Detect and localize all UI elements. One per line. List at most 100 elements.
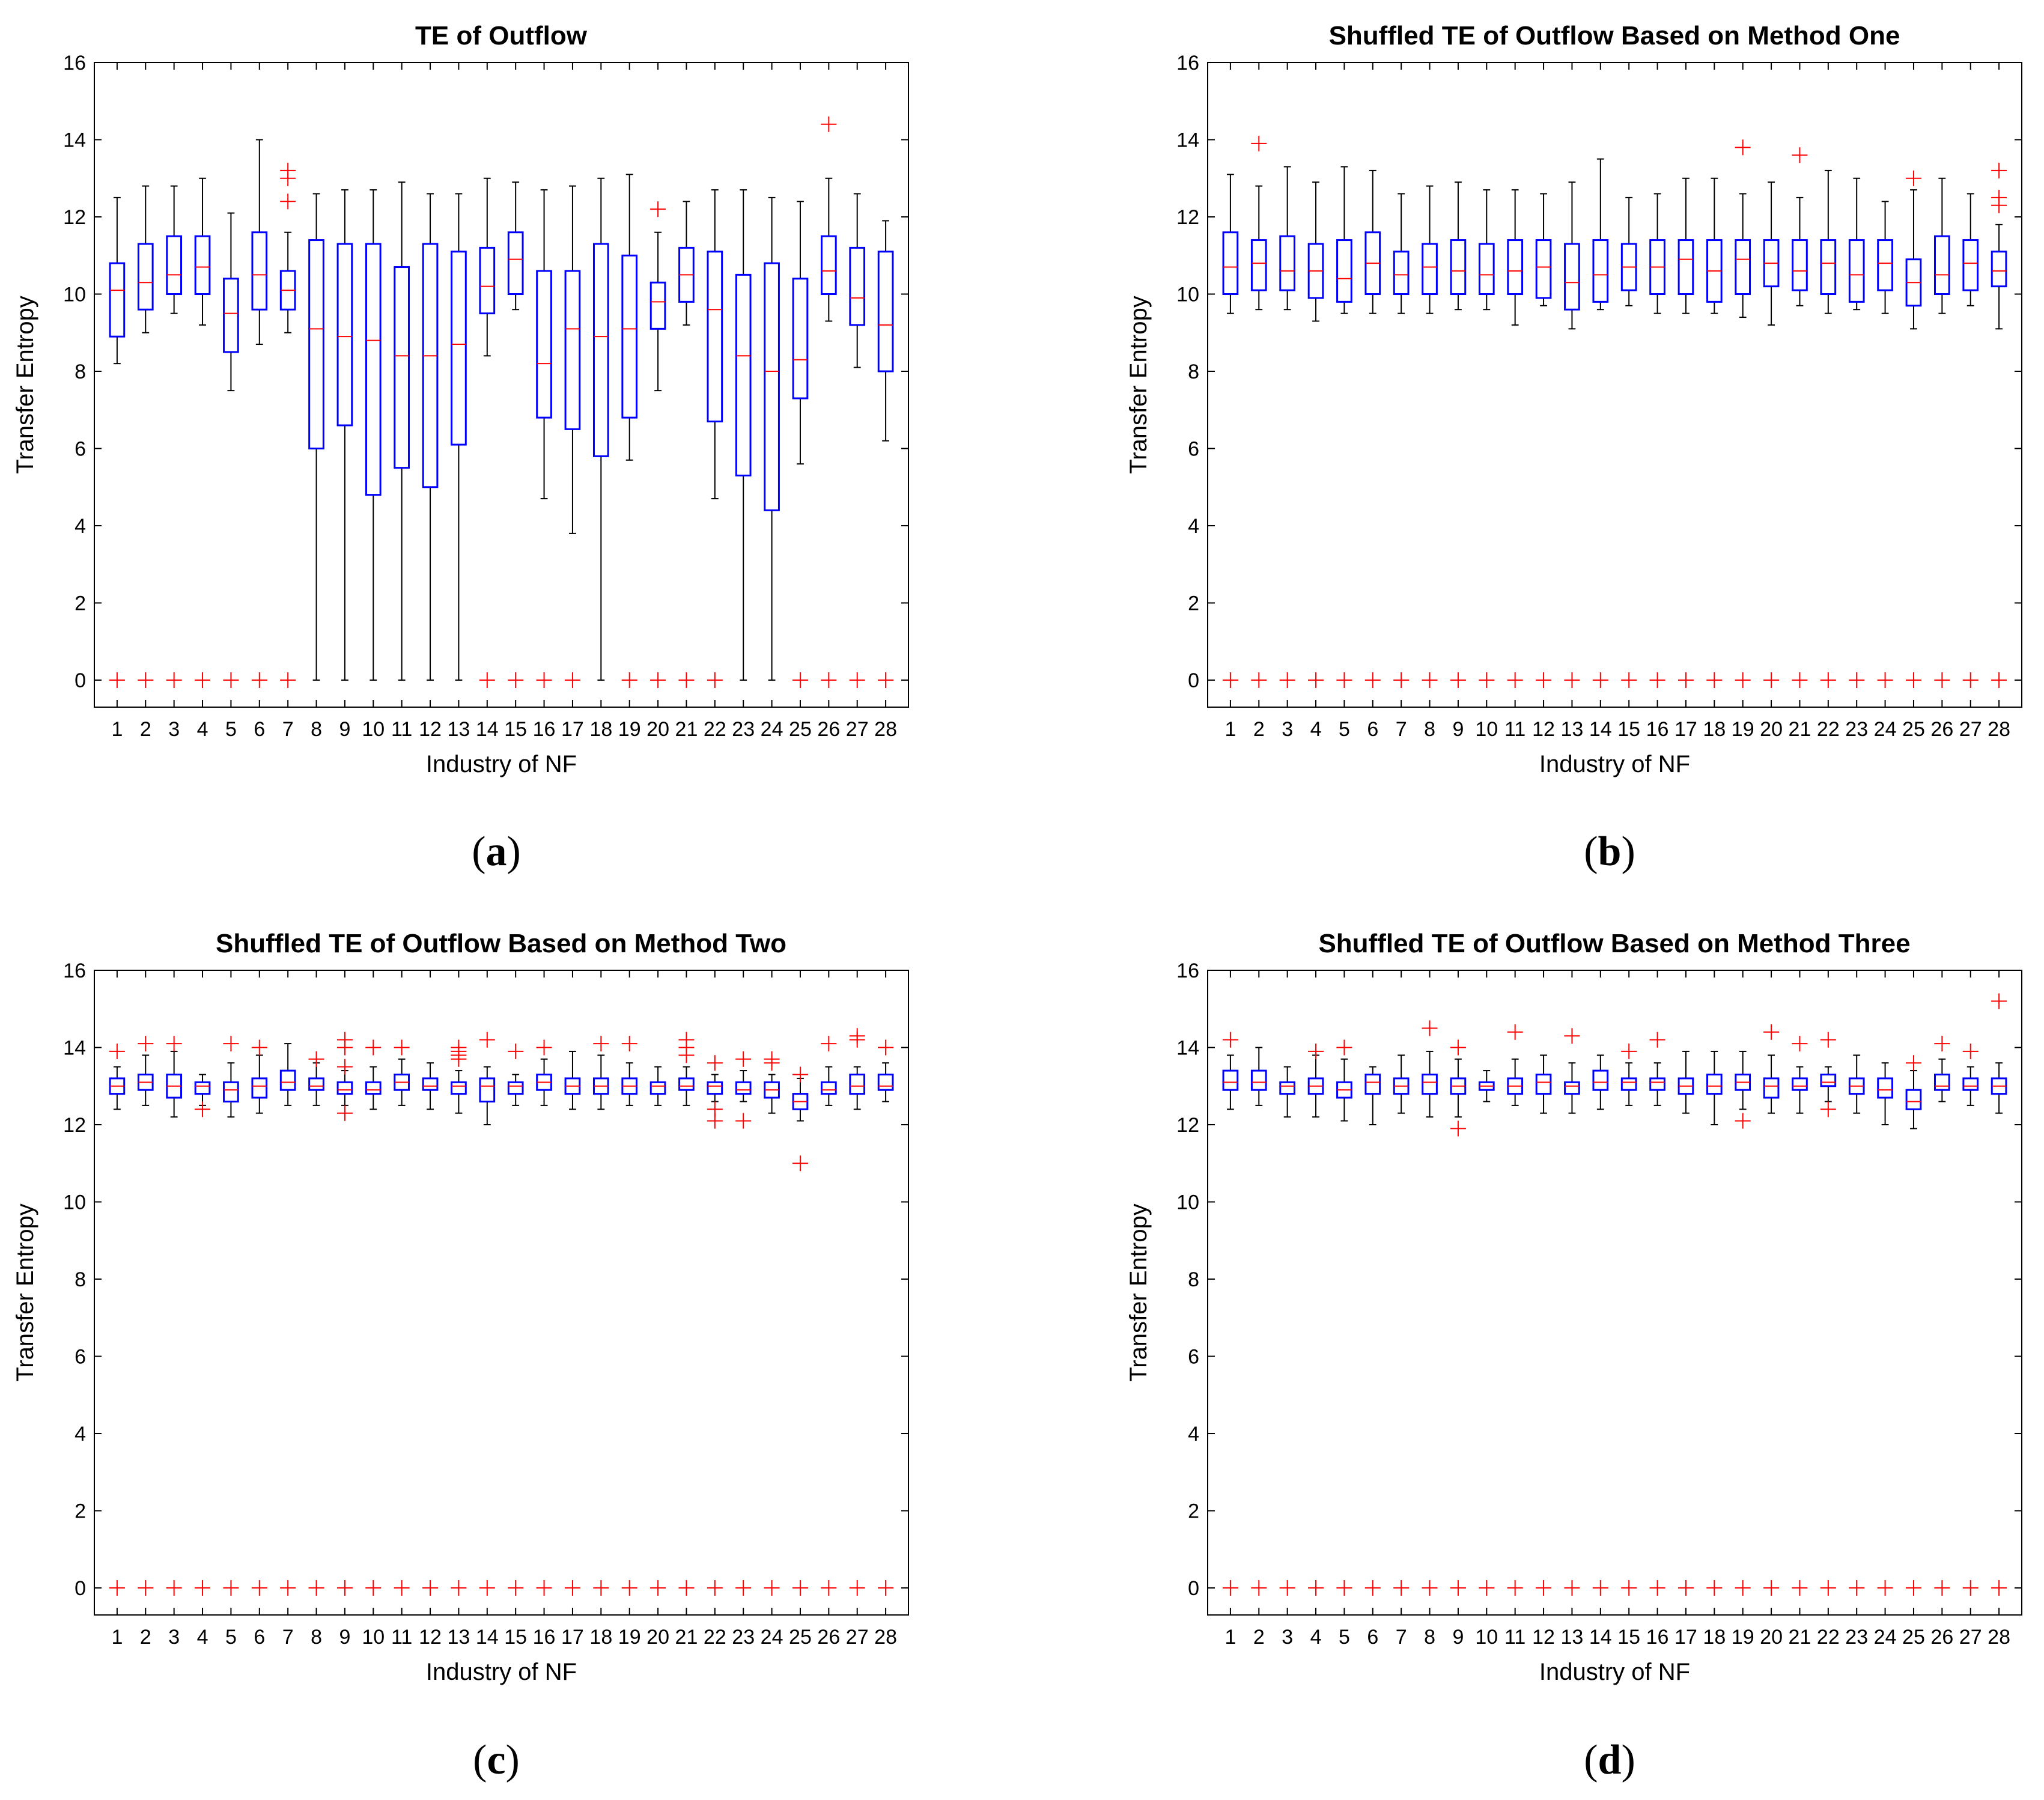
outlier-marker — [308, 1580, 324, 1596]
box-category-22 — [1820, 169, 1837, 689]
box-iqr — [1564, 243, 1580, 311]
x-tick-label: 27 — [1959, 718, 1982, 741]
outlier-marker — [195, 1580, 211, 1596]
x-tick-label: 24 — [1874, 718, 1897, 741]
box-category-26 — [820, 116, 837, 689]
box-category-12 — [422, 1062, 439, 1596]
outlier-marker — [1479, 672, 1495, 689]
outlier-marker — [1677, 672, 1694, 689]
y-tick-label: 14 — [63, 1037, 86, 1060]
box-iqr — [1592, 1069, 1609, 1091]
box-iqr — [1279, 235, 1296, 291]
y-tick-label: 6 — [1188, 1346, 1199, 1369]
outlier-marker — [195, 672, 211, 689]
box-iqr — [877, 251, 894, 372]
box-category-25 — [792, 1066, 809, 1596]
box-category-18 — [592, 177, 609, 681]
outlier-marker — [792, 1580, 808, 1596]
x-tick-label: 22 — [704, 718, 726, 741]
outlier-marker — [251, 672, 267, 689]
outlier-marker — [650, 1580, 666, 1596]
outlier-marker — [508, 1580, 524, 1596]
outlier-marker — [1763, 1024, 1780, 1040]
x-tick-label: 25 — [1902, 718, 1925, 741]
x-tick-label: 26 — [1930, 1626, 1953, 1649]
outlier-marker — [1763, 1580, 1780, 1596]
x-tick-label: 21 — [675, 718, 698, 741]
x-tick-label: 8 — [1424, 718, 1435, 741]
plot-area — [1207, 62, 2022, 708]
box-iqr — [707, 1081, 723, 1095]
outlier-marker — [109, 672, 125, 689]
outlier-marker — [707, 1055, 723, 1071]
x-tick-label: 20 — [1760, 1626, 1783, 1649]
outlier-marker — [564, 1580, 580, 1596]
box-category-26 — [820, 1036, 837, 1596]
chart-panel-c: Shuffled TE of Outflow Based on Method T… — [12, 929, 909, 1783]
box-category-1 — [1222, 1032, 1239, 1596]
outlier-marker — [1336, 1580, 1352, 1596]
box-iqr — [1933, 235, 1950, 296]
box-category-11 — [394, 1039, 410, 1596]
box-iqr — [1564, 1081, 1580, 1095]
x-axis-label: Industry of NF — [426, 751, 577, 777]
outlier-marker — [735, 1580, 752, 1596]
x-tick-label: 11 — [1504, 1626, 1525, 1649]
outlier-marker — [280, 1580, 296, 1596]
box-category-4 — [194, 1074, 211, 1596]
box-category-22 — [1820, 1032, 1837, 1596]
y-axis-label: Transfer Entropy — [1125, 296, 1152, 473]
outlier-marker — [1905, 170, 1921, 186]
box-category-13 — [1564, 1028, 1580, 1596]
x-tick-label: 3 — [168, 718, 180, 741]
outlier-marker — [1364, 672, 1381, 689]
outlier-marker — [1763, 672, 1780, 689]
box-category-3 — [1279, 166, 1296, 689]
box-iqr — [849, 1073, 866, 1095]
box-category-11 — [394, 181, 410, 681]
x-tick-label: 24 — [761, 718, 783, 741]
x-tick-label: 5 — [225, 718, 237, 741]
y-tick-label: 10 — [63, 284, 86, 306]
outlier-marker — [1877, 1580, 1893, 1596]
x-tick-label: 20 — [646, 1626, 669, 1649]
outlier-marker — [1450, 1580, 1466, 1596]
box-category-13 — [451, 193, 467, 681]
x-tick-label: 19 — [618, 718, 641, 741]
box-iqr — [1535, 1073, 1552, 1095]
x-tick-label: 10 — [1475, 1626, 1498, 1649]
box-category-1 — [109, 1043, 126, 1596]
x-tick-label: 11 — [1504, 718, 1525, 741]
outlier-marker — [394, 1580, 410, 1596]
outlier-marker — [1792, 147, 1808, 163]
box-iqr — [1279, 1081, 1296, 1095]
outlier-marker — [1905, 1055, 1921, 1071]
x-tick-label: 12 — [1532, 1626, 1555, 1649]
x-tick-label: 20 — [1760, 718, 1783, 741]
x-tick-label: 22 — [1817, 1626, 1840, 1649]
x-tick-label: 6 — [254, 718, 265, 741]
outlier-marker — [650, 201, 666, 217]
x-tick-label: 26 — [817, 718, 840, 741]
plot-area — [1207, 970, 2022, 1616]
y-tick-label: 10 — [1176, 1191, 1199, 1214]
outlier-marker — [1393, 672, 1410, 689]
outlier-marker — [1820, 672, 1836, 689]
outlier-marker — [735, 1113, 752, 1129]
box-iqr — [877, 1073, 894, 1091]
box-category-8 — [308, 193, 324, 681]
outlier-marker — [1450, 1120, 1466, 1137]
outlier-marker — [109, 1043, 125, 1059]
x-tick-label: 11 — [391, 1626, 412, 1649]
x-tick-label: 7 — [1396, 718, 1407, 741]
box-category-8 — [1422, 185, 1438, 689]
outlier-marker — [821, 672, 837, 689]
x-tick-label: 7 — [282, 718, 294, 741]
box-iqr — [251, 231, 268, 311]
outlier-marker — [394, 1039, 410, 1056]
box-iqr — [336, 243, 353, 427]
x-tick-label: 9 — [339, 718, 350, 741]
chart-title: Shuffled TE of Outflow Based on Method T… — [216, 929, 786, 958]
x-tick-label: 17 — [1674, 718, 1697, 741]
